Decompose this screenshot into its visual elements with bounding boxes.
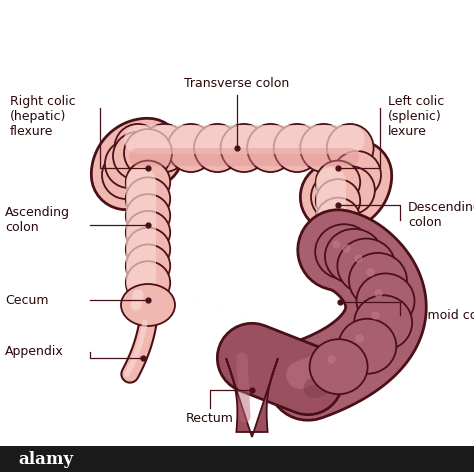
Ellipse shape (316, 179, 360, 222)
Ellipse shape (126, 211, 170, 254)
Ellipse shape (114, 124, 161, 172)
Ellipse shape (337, 238, 395, 294)
Ellipse shape (124, 129, 172, 177)
Text: alamy: alamy (18, 450, 73, 467)
Ellipse shape (316, 160, 360, 204)
Ellipse shape (349, 253, 407, 308)
Ellipse shape (105, 140, 153, 188)
FancyBboxPatch shape (318, 173, 358, 247)
Ellipse shape (310, 339, 368, 394)
Text: Left colic
(splenic)
lexure: Left colic (splenic) lexure (388, 95, 444, 138)
Ellipse shape (121, 284, 175, 326)
Bar (0, 446, 474, 472)
Ellipse shape (194, 124, 241, 172)
Ellipse shape (126, 160, 170, 204)
Ellipse shape (300, 124, 347, 172)
Ellipse shape (327, 166, 375, 214)
Ellipse shape (273, 124, 320, 172)
Ellipse shape (141, 124, 188, 172)
Text: Cecum: Cecum (5, 294, 48, 306)
Ellipse shape (126, 244, 170, 287)
Text: Transverse colon: Transverse colon (184, 77, 290, 90)
Text: Right colic
(hepatic)
flexure: Right colic (hepatic) flexure (10, 95, 76, 138)
Ellipse shape (325, 229, 383, 284)
Ellipse shape (220, 124, 267, 172)
Ellipse shape (167, 124, 214, 172)
Ellipse shape (311, 173, 359, 221)
Ellipse shape (356, 273, 415, 329)
FancyBboxPatch shape (128, 126, 360, 169)
Ellipse shape (315, 224, 373, 279)
Ellipse shape (126, 194, 170, 237)
Ellipse shape (338, 319, 396, 374)
Ellipse shape (113, 132, 161, 180)
Ellipse shape (247, 124, 294, 172)
Ellipse shape (316, 216, 360, 260)
Text: Rectum: Rectum (186, 412, 234, 425)
Ellipse shape (316, 198, 360, 241)
Text: Sigmoid colon: Sigmoid colon (408, 309, 474, 321)
Ellipse shape (354, 295, 412, 350)
Text: Ascending
colon: Ascending colon (5, 206, 70, 234)
Text: Appendix: Appendix (5, 346, 64, 359)
Ellipse shape (126, 261, 170, 304)
Polygon shape (226, 358, 278, 437)
Ellipse shape (102, 151, 150, 199)
Ellipse shape (327, 124, 374, 172)
Ellipse shape (126, 177, 170, 220)
Text: Descending
colon: Descending colon (408, 201, 474, 229)
FancyBboxPatch shape (128, 173, 168, 292)
Ellipse shape (333, 151, 381, 199)
Ellipse shape (126, 228, 170, 271)
